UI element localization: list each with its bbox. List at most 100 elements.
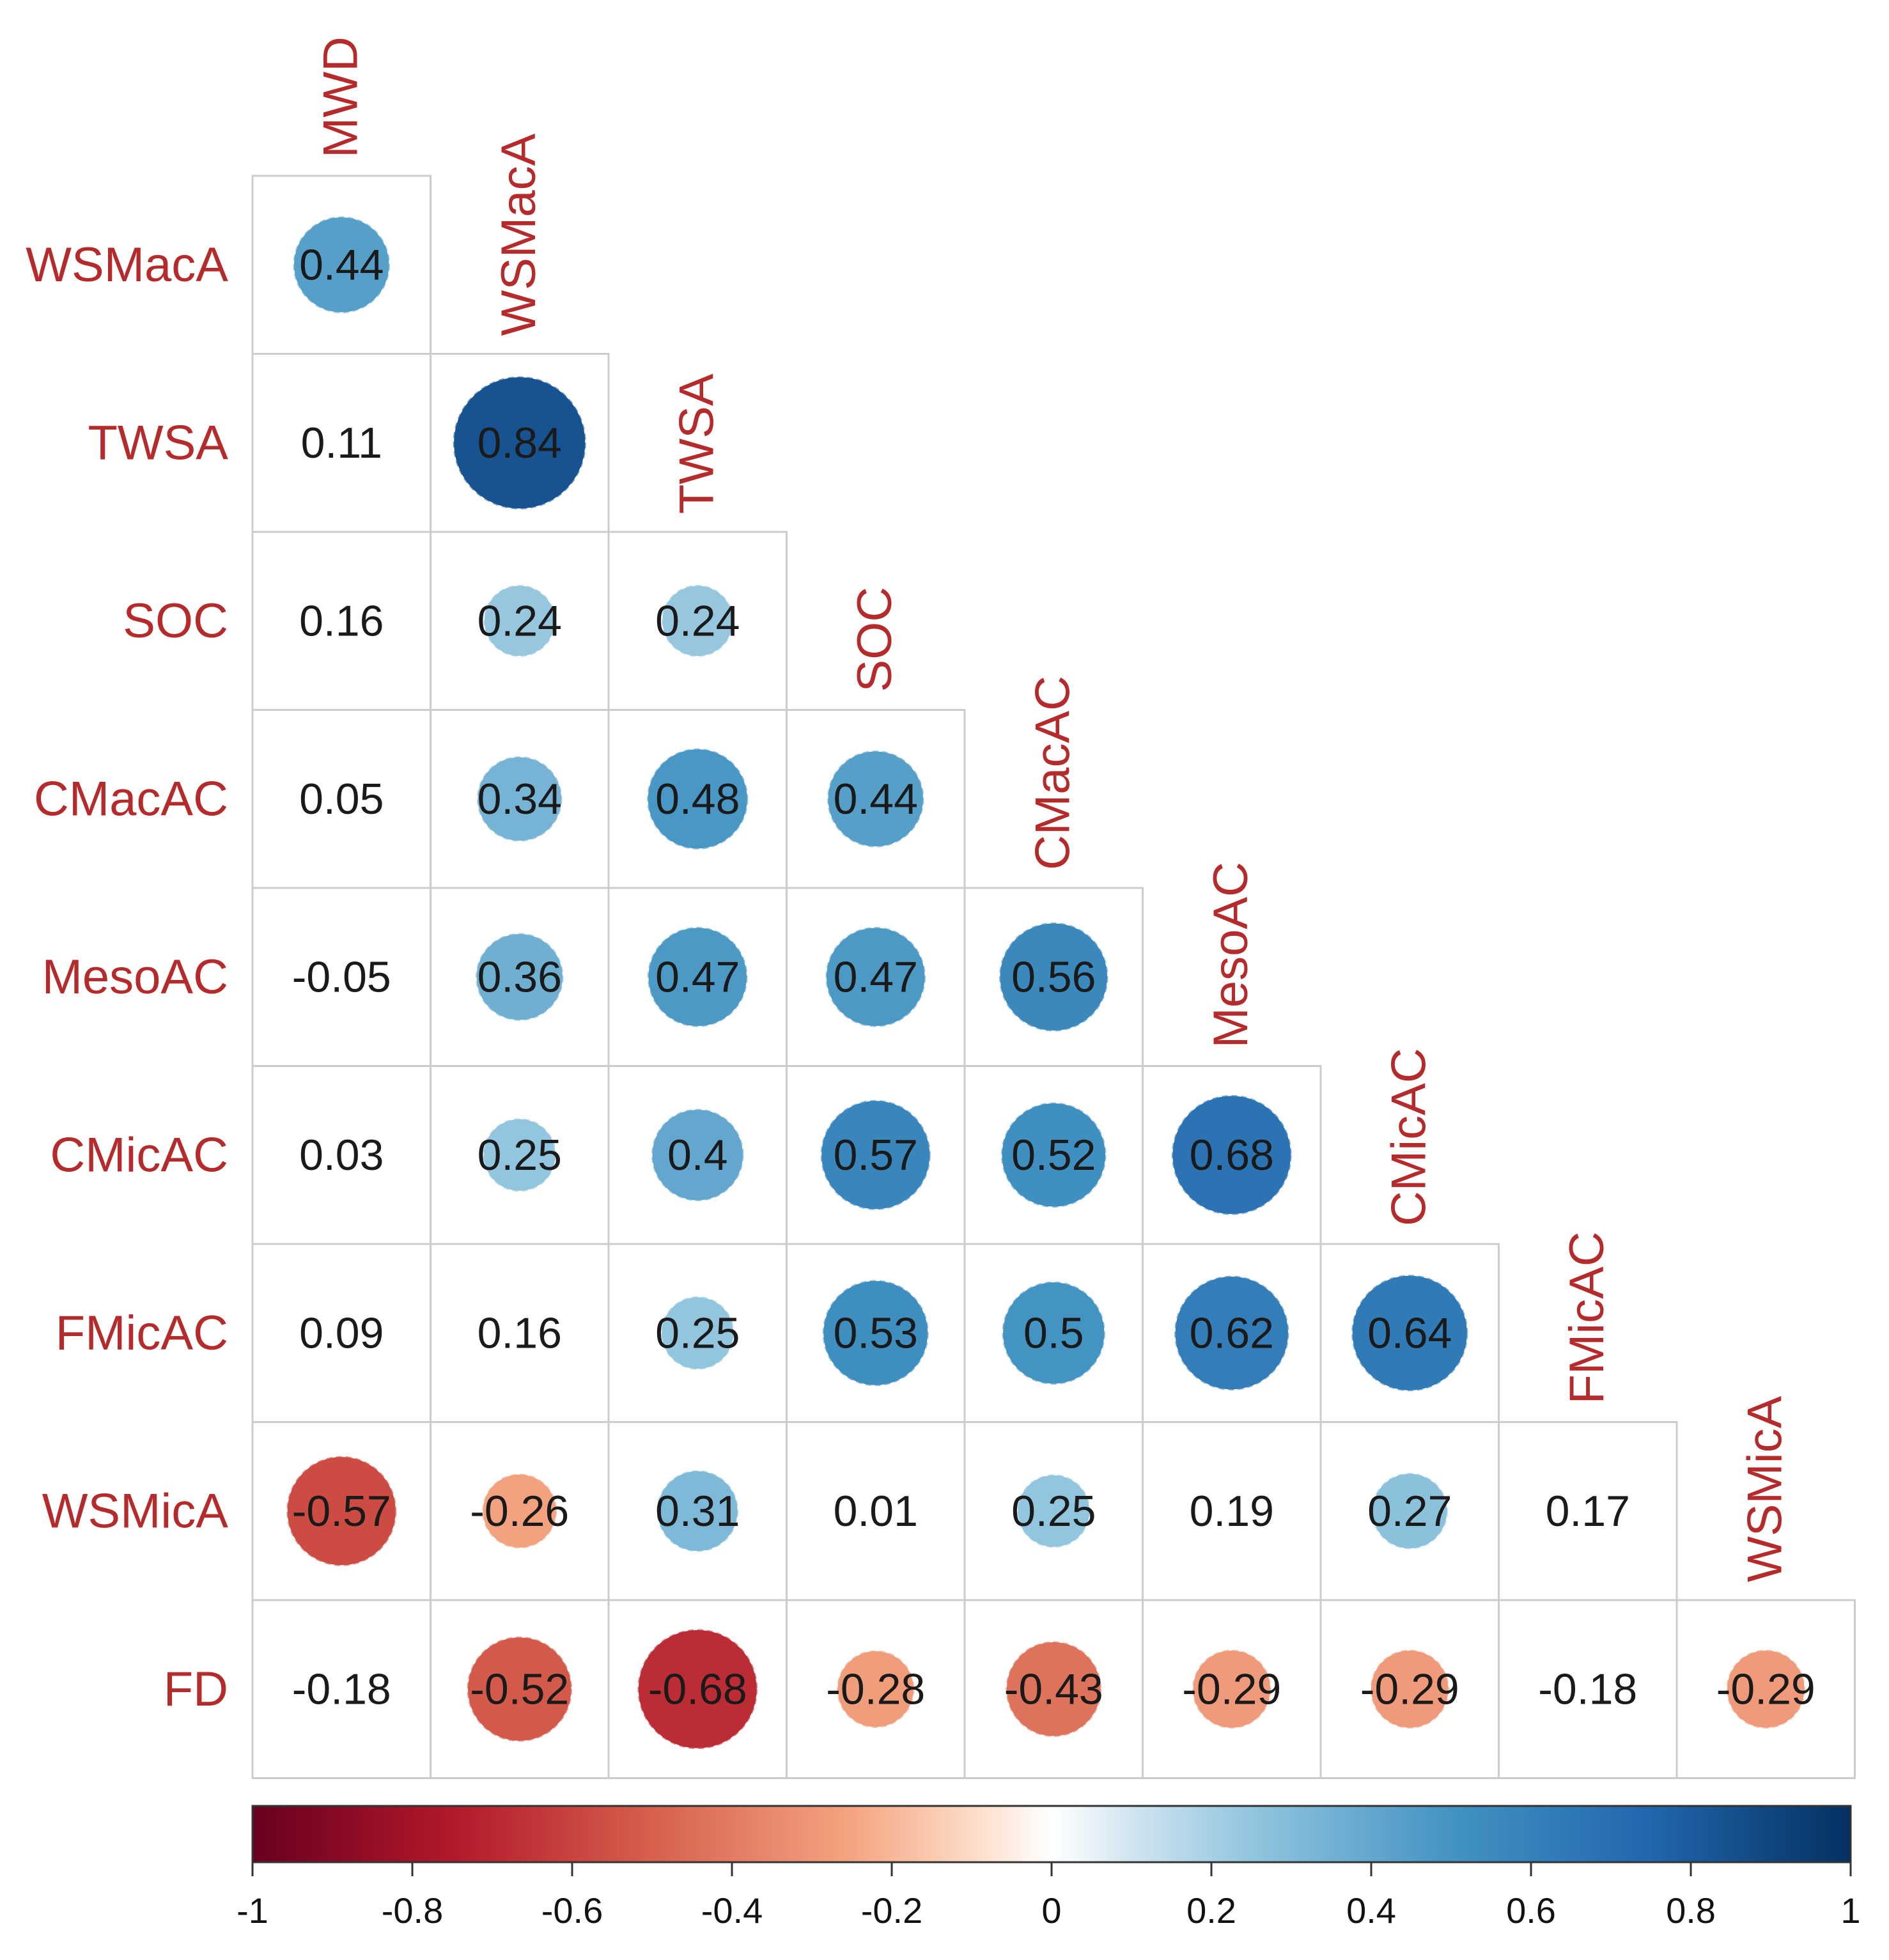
correlation-value: 0.68: [1190, 1131, 1274, 1179]
correlation-circle: [286, 1456, 397, 1566]
color-legend-bar: [251, 1805, 1852, 1863]
correlation-circle: [482, 1474, 557, 1549]
correlation-value: 0.48: [655, 775, 740, 823]
correlation-value: 0.16: [478, 1309, 562, 1357]
correlation-value: 0.4: [667, 1131, 728, 1179]
legend-tick-label: -0.6: [541, 1890, 603, 1931]
correlation-value: -0.43: [1004, 1665, 1103, 1713]
grid-cell: [1675, 1599, 1856, 1779]
row-label: TWSA: [88, 416, 228, 470]
correlation-value: 0.47: [834, 953, 918, 1001]
correlation-value: -0.68: [648, 1665, 747, 1713]
correlation-value: 0.11: [301, 419, 382, 467]
correlation-value: -0.28: [826, 1665, 925, 1713]
correlation-circle: [476, 756, 563, 842]
correlation-circle: [647, 926, 748, 1027]
column-label: TWSA: [669, 373, 724, 514]
row-label: CMacAC: [34, 772, 228, 826]
legend-tick-label: 1: [1840, 1890, 1860, 1931]
legend-tick-label: -1: [237, 1890, 268, 1931]
correlation-circles: [286, 216, 1806, 1750]
correlation-value: -0.57: [292, 1487, 391, 1536]
correlation-value: -0.29: [1716, 1665, 1815, 1713]
correlation-circle: [825, 926, 926, 1027]
color-legend: -1 -0.8 -0.6 -0.4 -0.2 0 0.2 0.4 0.6 0.8 1: [237, 1805, 1861, 1931]
correlation-value: -0.52: [470, 1665, 569, 1713]
correlation-circle: [1006, 1641, 1102, 1738]
legend-tick-label: 0.6: [1506, 1890, 1556, 1931]
legend-tick-label: -0.8: [382, 1890, 444, 1931]
legend-tick-label: -0.4: [701, 1890, 763, 1931]
correlation-value: 0.44: [834, 775, 918, 823]
correlation-value: 0.47: [655, 953, 740, 1001]
correlation-circle: [1370, 1649, 1450, 1729]
legend-tick-label: 0: [1041, 1890, 1061, 1931]
row-label: MesoAC: [42, 950, 228, 1004]
correlation-value: 0.36: [478, 953, 562, 1001]
correlation-circle: [822, 1280, 929, 1387]
correlation-value: -0.26: [470, 1487, 569, 1536]
correlation-value: -0.29: [1182, 1665, 1281, 1713]
correlation-value: 0.05: [299, 775, 384, 823]
row-label: CMicAC: [50, 1128, 228, 1182]
correlation-circle: [1371, 1473, 1448, 1550]
row-label: WSMacA: [26, 238, 228, 292]
correlation-value: -0.05: [292, 953, 391, 1001]
correlation-value: 0.31: [655, 1487, 740, 1536]
correlation-value: 0.62: [1190, 1309, 1274, 1357]
correlation-circle: [483, 1118, 557, 1192]
row-label: WSMicA: [42, 1484, 229, 1538]
correlation-value: 0.44: [299, 240, 384, 289]
correlation-value: 0.57: [834, 1131, 918, 1179]
column-label: MWD: [313, 36, 368, 158]
legend-tick-label: -0.2: [861, 1890, 923, 1931]
correlation-value: -0.18: [292, 1665, 391, 1713]
correlation-value: 0.24: [655, 596, 740, 645]
correlation-grid: [251, 175, 1856, 1779]
column-label: MesoAC: [1204, 862, 1258, 1048]
correlation-circle: [1174, 1275, 1289, 1390]
color-legend-ticks: -1 -0.8 -0.6 -0.4 -0.2 0 0.2 0.4 0.6 0.8 1: [237, 1862, 1861, 1931]
correlation-circle: [820, 1100, 931, 1210]
correlation-value: 0.19: [1190, 1487, 1274, 1536]
correlation-circle: [651, 1108, 744, 1202]
correlation-circle: [293, 216, 391, 314]
correlation-value: -0.29: [1360, 1665, 1459, 1713]
column-label: CMacAC: [1025, 676, 1080, 870]
correlation-circle: [483, 584, 556, 657]
correlation-value: 0.09: [299, 1309, 384, 1357]
row-labels: WSMacA TWSA SOC CMacAC MesoAC CMicAC FMicAC WSM…: [26, 238, 228, 1716]
correlation-circle: [453, 376, 586, 509]
legend-tick-label: 0.8: [1666, 1890, 1716, 1931]
correlation-circle: [657, 1470, 739, 1552]
correlation-value: 0.56: [1011, 953, 1096, 1001]
row-label: FMicAC: [56, 1306, 228, 1360]
correlation-circle: [1002, 1281, 1105, 1385]
correlation-circle: [660, 1296, 735, 1370]
correlation-value: 0.03: [299, 1131, 384, 1179]
column-label: SOC: [848, 587, 902, 692]
correlation-circle: [836, 1650, 915, 1729]
correlation-circle: [647, 748, 749, 850]
correlation-value: 0.53: [834, 1309, 918, 1357]
correlation-circle: [999, 922, 1108, 1032]
correlation-circle: [1192, 1649, 1271, 1729]
correlation-circle: [1726, 1649, 1806, 1729]
correlation-value: 0.34: [478, 775, 562, 823]
correlation-value: 0.25: [478, 1131, 562, 1179]
correlation-circle: [1351, 1275, 1468, 1392]
correlation-value: 0.25: [655, 1309, 740, 1357]
correlation-value: 0.52: [1011, 1131, 1096, 1179]
correlation-value: 0.84: [478, 419, 562, 467]
correlation-value: 0.5: [1023, 1309, 1084, 1357]
column-label: CMicAC: [1381, 1048, 1436, 1226]
correlation-value: 0.25: [1011, 1487, 1096, 1536]
correlation-circle: [1016, 1474, 1091, 1548]
correlation-value: 0.27: [1367, 1487, 1452, 1536]
correlation-circle: [1000, 1102, 1107, 1208]
correlation-circle: [637, 1629, 758, 1750]
correlation-value: 0.16: [299, 596, 384, 645]
column-label: WSMicA: [1737, 1396, 1792, 1582]
correlation-circle: [467, 1636, 573, 1742]
